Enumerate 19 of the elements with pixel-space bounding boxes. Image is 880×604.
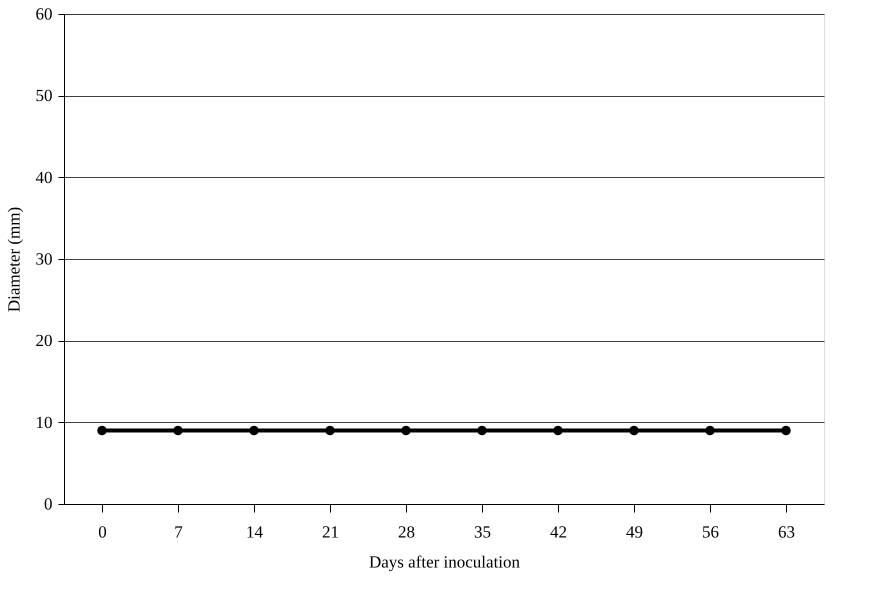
y-tick-label: 40: [36, 168, 52, 187]
y-tick-label: 20: [36, 331, 52, 350]
x-tick-label: 35: [474, 522, 491, 542]
y-tick-label: 50: [36, 86, 52, 106]
y-tick-label: 10: [36, 412, 52, 432]
x-tick-label: 21: [322, 522, 339, 542]
y-tick-label: 30: [36, 250, 52, 268]
x-tick-label: 42: [550, 522, 567, 542]
y-tick-label: 60: [36, 4, 52, 24]
x-tick-label: 49: [626, 522, 643, 542]
y-axis-title: Diameter (mm): [4, 206, 24, 312]
x-tick-label: 0: [98, 522, 107, 542]
x-tick-label: 14: [246, 522, 264, 542]
x-tick-label: 7: [174, 522, 184, 542]
x-axis-title: Days after inoculation: [368, 552, 521, 572]
x-tick-label: 63: [778, 522, 795, 542]
x-tick-label: 28: [398, 522, 415, 542]
x-tick-label: 56: [702, 522, 719, 542]
y-tick-label: 0: [44, 494, 52, 514]
